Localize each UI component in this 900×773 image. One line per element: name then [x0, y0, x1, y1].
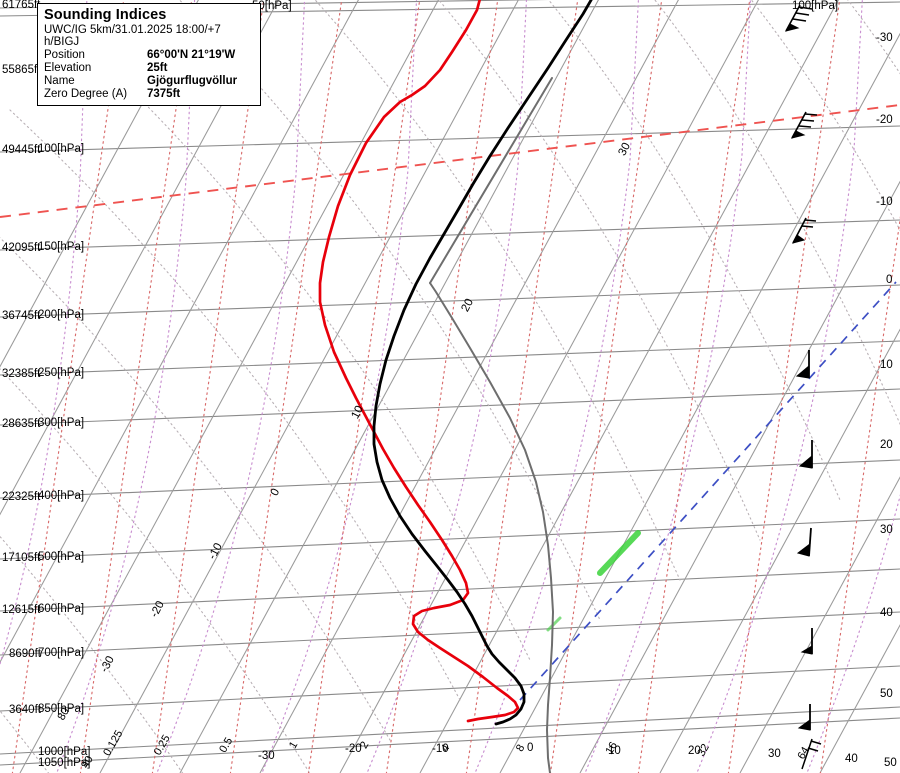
- panel-title: Sounding Indices: [44, 7, 167, 23]
- row-key: Position: [44, 49, 85, 61]
- altitude-label: 61765ft: [2, 0, 41, 11]
- pressure-label-top-right: 100[hPa]: [792, 0, 839, 12]
- right-temp-tick: 0: [886, 274, 893, 286]
- highlight-segment: [546, 530, 641, 632]
- pressure-label: 100[hPa]: [38, 143, 85, 155]
- wetbulb-zero-line: [519, 281, 897, 701]
- row-value: Gjögurflugvöllur: [147, 75, 238, 87]
- altitude-label: 8690ft: [9, 648, 41, 660]
- table-row: Elevation 25ft: [44, 62, 255, 75]
- wind-barb: [795, 350, 810, 379]
- table-row: Zero Degree (A) 7375ft: [44, 88, 255, 101]
- wind-barbs: [784, 4, 822, 770]
- bottom-temp-tick: -20: [345, 743, 362, 755]
- pressure-label: 150[hPa]: [38, 241, 85, 253]
- bottom-temp-tick: -10: [432, 743, 449, 755]
- pressure-label: 50[hPa]: [252, 0, 292, 12]
- wind-barb: [801, 738, 822, 770]
- wind-barb: [800, 628, 813, 655]
- pressure-label: 250[hPa]: [38, 367, 85, 379]
- wind-barb: [798, 440, 813, 469]
- wind-barb: [792, 217, 817, 244]
- altitude-label: 3640ft: [9, 704, 41, 716]
- altitude-label: 17105ft: [2, 552, 41, 564]
- pressure-label: 200[hPa]: [38, 309, 85, 321]
- table-row: Position 66°00'N 21°19'W: [44, 49, 255, 62]
- pressure-label: 850[hPa]: [38, 703, 85, 715]
- zero-degree-line: [0, 104, 900, 218]
- pressure-label: 400[hPa]: [38, 490, 85, 502]
- right-temp-tick: 10: [880, 359, 893, 371]
- altitude-label: 12615ft: [2, 604, 41, 616]
- altitude-label: 49445ft: [2, 144, 41, 156]
- panel-table: Position 66°00'N 21°19'W Elevation 25ft …: [44, 49, 255, 101]
- pressure-label: 300[hPa]: [38, 417, 85, 429]
- sounding-indices-panel: Sounding Indices UWC/IG 5km/31.01.2025 1…: [37, 3, 261, 106]
- right-temp-tick: -20: [876, 114, 893, 126]
- table-row: Name Gjögurflugvöllur: [44, 75, 255, 88]
- altitude-label: 22325ft: [2, 491, 41, 503]
- right-temp-tick: 30: [880, 524, 893, 536]
- parcel-trajectory-line: [429, 77, 554, 773]
- bottom-temp-tick: -30: [258, 750, 275, 762]
- right-temp-tick: 50: [880, 688, 893, 700]
- bottom-temp-tick: 20: [688, 745, 701, 757]
- altitude-label: 55865ft: [2, 64, 41, 76]
- wind-barb: [784, 4, 813, 32]
- right-temp-tick: -30: [876, 32, 893, 44]
- panel-subtitle: UWC/IG 5km/31.01.2025 18:00/+7 h/BIGJ: [44, 24, 221, 48]
- right-temp-tick: -10: [876, 196, 893, 208]
- bottom-temp-tick: 50: [884, 757, 897, 769]
- bottom-temp-tick: 10: [608, 745, 621, 757]
- pressure-label: 1050[hPa]: [38, 757, 91, 769]
- pressure-label: 700[hPa]: [38, 647, 85, 659]
- right-temp-tick: 20: [880, 439, 893, 451]
- altitude-label: 32385ft: [2, 368, 41, 380]
- altitude-label: 42095ft: [2, 242, 41, 254]
- right-temp-tick: 40: [880, 607, 893, 619]
- wind-barb: [796, 527, 812, 557]
- dewpoint-profile-line: [318, 0, 520, 723]
- row-key: Name: [44, 75, 75, 87]
- pressure-label: 1000[hPa]: [38, 746, 91, 758]
- row-value: 25ft: [147, 62, 168, 74]
- bottom-temp-tick: 30: [768, 748, 781, 760]
- altitude-label: 28635ft: [2, 418, 41, 430]
- temperature-profile-line: [372, 0, 593, 726]
- wind-barb: [797, 704, 811, 731]
- row-value: 66°00'N 21°19'W: [147, 49, 236, 61]
- row-key: Zero Degree (A): [44, 88, 128, 100]
- pressure-label: 600[hPa]: [38, 603, 85, 615]
- pressure-label: 500[hPa]: [38, 551, 85, 563]
- altitude-label: 36745ft: [2, 310, 41, 322]
- wind-barb: [790, 111, 818, 139]
- row-value: 7375ft: [147, 88, 181, 100]
- row-key: Elevation: [44, 62, 92, 74]
- bottom-temp-tick: 40: [845, 753, 858, 765]
- bottom-temp-tick: 0: [527, 742, 534, 754]
